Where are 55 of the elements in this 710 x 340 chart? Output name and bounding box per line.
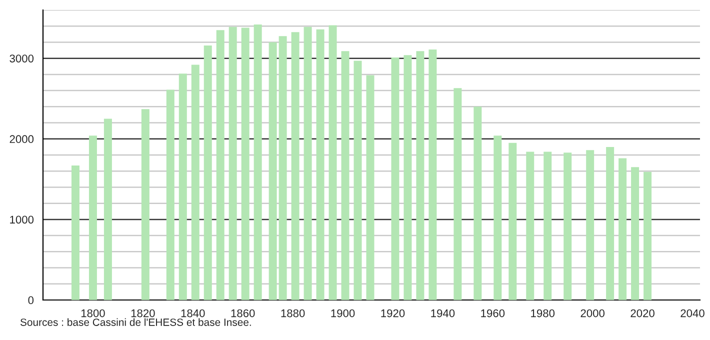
bar [71, 165, 80, 300]
bar [631, 167, 640, 300]
bar [191, 64, 200, 300]
x-tick-label: 2020 [630, 309, 654, 318]
bar [304, 26, 312, 300]
bar [416, 51, 424, 300]
bar [404, 55, 412, 300]
y-tick-label: 1000 [10, 216, 34, 224]
bar [241, 28, 250, 300]
bar [366, 75, 374, 300]
bar [564, 152, 572, 300]
bar [316, 29, 324, 300]
bar [544, 152, 552, 300]
y-tick-label: 2000 [10, 135, 34, 144]
bar [586, 150, 594, 300]
x-tick-label: 1880 [281, 309, 305, 318]
bar [391, 58, 400, 300]
bar [216, 30, 224, 300]
bar [104, 118, 112, 300]
bar [88, 136, 97, 300]
bar [228, 26, 237, 300]
bar [606, 146, 614, 300]
x-tick-label: 1900 [331, 309, 355, 318]
bar [278, 36, 287, 300]
bar [618, 158, 627, 300]
bar [166, 90, 174, 300]
bar [341, 51, 350, 300]
bar [526, 152, 534, 300]
x-tick-label: 1840 [181, 309, 205, 318]
y-tick-label: 0 [28, 296, 34, 304]
x-tick-label: 1860 [231, 309, 255, 318]
bar [291, 32, 300, 300]
bar [428, 49, 437, 300]
x-tick-label: 1940 [431, 309, 455, 318]
bar [268, 42, 277, 300]
bar [644, 172, 652, 300]
x-tick-label: 1800 [81, 309, 105, 318]
x-tick-label: 1960 [481, 309, 505, 318]
x-tick-label: 2040 [680, 309, 704, 318]
bar [141, 109, 150, 300]
bar [204, 45, 212, 300]
source-note: Sources : base Cassini de l'EHESS et base Insee. [20, 318, 251, 326]
y-tick-label: 3000 [10, 54, 34, 62]
x-tick-label: 1820 [131, 309, 155, 318]
bar [474, 106, 482, 300]
x-tick-label: 2000 [580, 309, 605, 318]
bar [354, 60, 362, 300]
bar [454, 88, 462, 300]
x-tick-label: 1980 [531, 309, 555, 318]
bar [494, 136, 502, 300]
x-tick-label: 1920 [381, 309, 405, 318]
bar [508, 142, 517, 300]
bar [328, 25, 337, 300]
bar [254, 24, 262, 300]
bar [178, 74, 187, 300]
